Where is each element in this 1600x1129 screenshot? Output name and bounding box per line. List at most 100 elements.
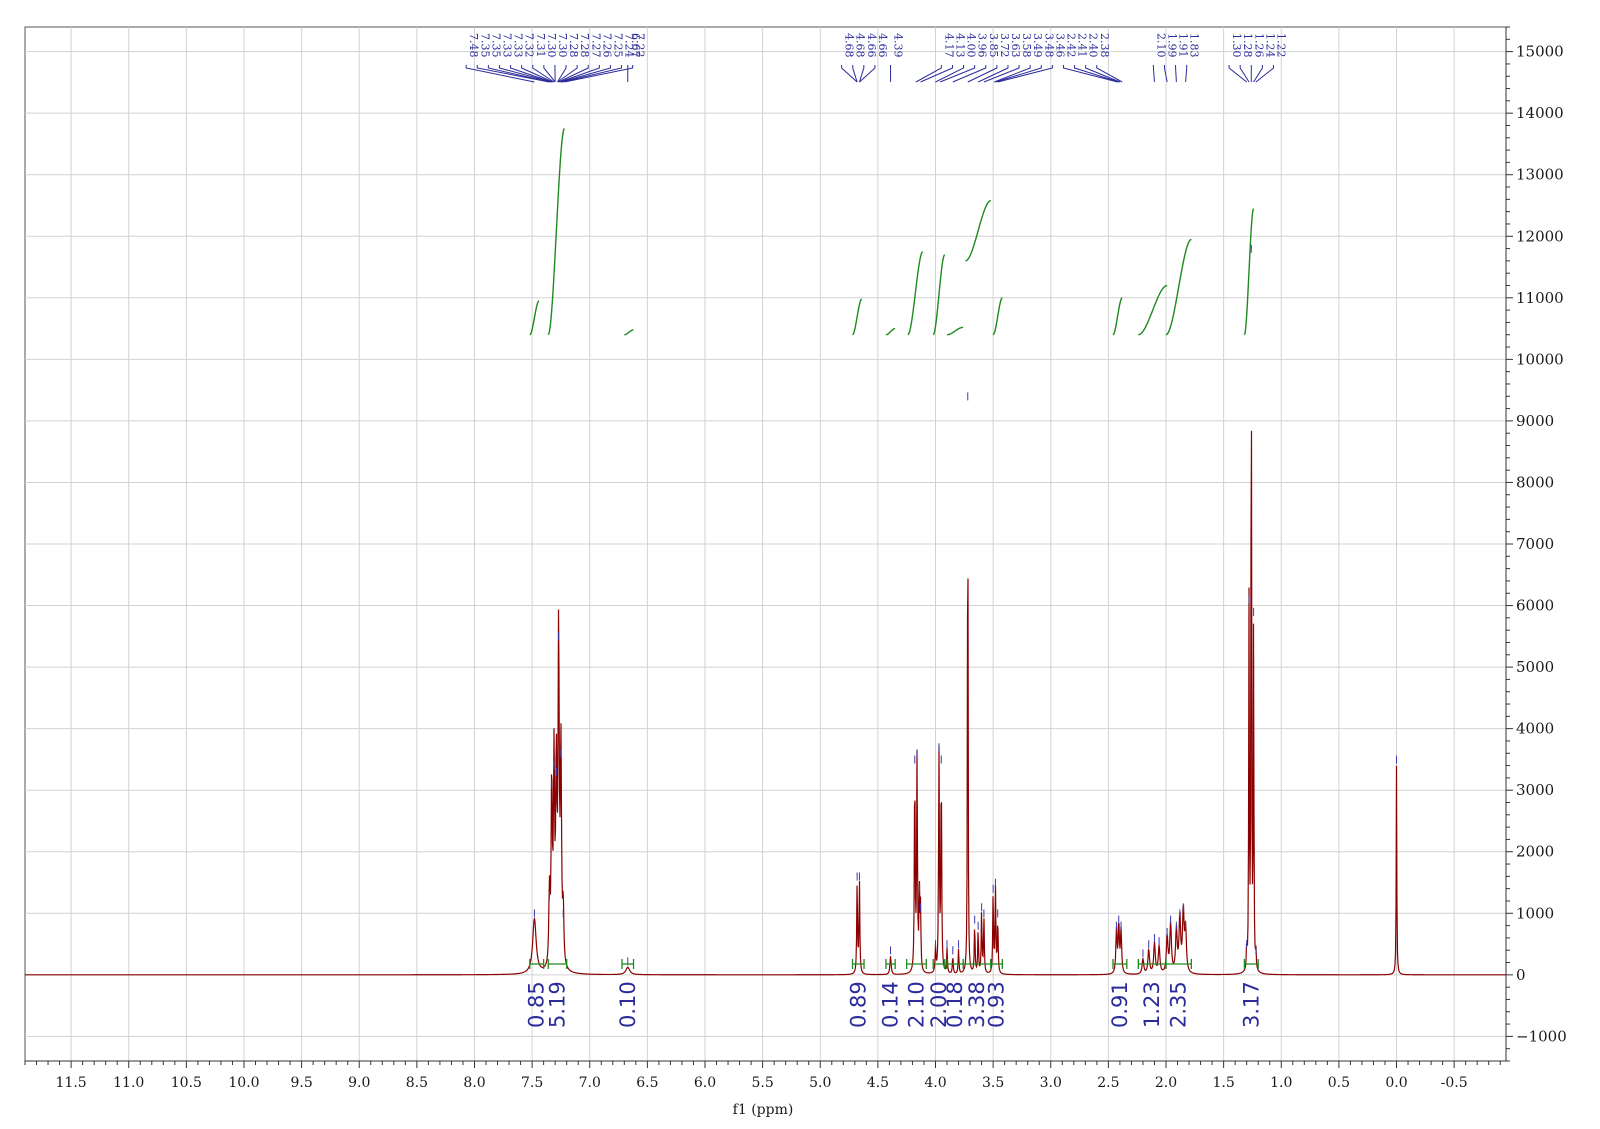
x-tick-label: 2.5 <box>1097 1075 1119 1091</box>
peak-leader-line <box>967 65 998 83</box>
y-tick-label: −1000 <box>1516 1027 1567 1045</box>
integral-curves <box>529 128 1255 336</box>
peak-leader-line <box>915 65 942 83</box>
integral-curve <box>852 298 863 336</box>
y-axis: −1000 0 1000 2000 3000 4000 5000 6000 7000 8000 90… <box>1505 26 1567 1062</box>
peak-leader-line <box>1163 65 1168 83</box>
peak-leader-line <box>935 65 965 83</box>
integral-curve <box>885 327 896 336</box>
peak-label: 3.48 <box>1042 33 1055 58</box>
integral-value: 1.23 <box>1140 981 1164 1028</box>
peak-label: 7.35 <box>478 33 491 58</box>
integral-curve <box>1112 297 1123 336</box>
peak-label: 4.00 <box>965 33 978 58</box>
peak-leader-line <box>1175 65 1177 83</box>
peak-leader-line <box>532 65 555 83</box>
x-axis-title: f1 (ppm) <box>733 1102 794 1118</box>
integral-curve <box>1243 208 1255 336</box>
peak-label: 1.24 <box>1263 33 1276 58</box>
peak-leader-line <box>465 65 535 83</box>
peak-leader-line <box>977 65 1009 83</box>
peak-leader-line <box>543 65 556 83</box>
x-tick-label: 3.5 <box>982 1075 1004 1091</box>
peak-label: 7.28 <box>567 33 580 58</box>
integral-curve <box>992 297 1003 336</box>
x-tick-label: 0.5 <box>1328 1075 1350 1091</box>
x-tick-label: 0.0 <box>1385 1075 1407 1091</box>
peak-leader-line <box>510 65 552 83</box>
peak-leader-line <box>487 65 550 83</box>
x-tick-label: 6.5 <box>636 1075 658 1091</box>
peak-label: 2.40 <box>1087 33 1100 58</box>
peak-leader-line <box>1228 65 1247 83</box>
peak-leader-line <box>994 65 1031 83</box>
x-tick-label: 7.5 <box>521 1075 543 1091</box>
x-tick-label: 11.5 <box>56 1075 87 1091</box>
peak-label: 7.35 <box>489 33 502 58</box>
peak-label: 3.72 <box>998 33 1011 58</box>
peak-leader-line <box>852 65 858 83</box>
peak-label: 1.28 <box>1241 33 1254 58</box>
peak-leader-line <box>476 65 550 83</box>
integral-value: 0.10 <box>616 981 640 1028</box>
peak-label: 7.30 <box>545 33 558 58</box>
y-tick-label: 13000 <box>1516 166 1564 184</box>
x-tick-label: 8.5 <box>406 1075 428 1091</box>
x-tick-label: 8.0 <box>463 1075 485 1091</box>
peak-label: 7.25 <box>611 33 624 58</box>
peak-label: 6.67 <box>629 33 642 58</box>
peak-leader-line <box>1152 65 1155 83</box>
x-tick-label: 5.0 <box>809 1075 831 1091</box>
x-tick-label: 1.0 <box>1270 1075 1292 1091</box>
integral-curve <box>624 329 634 336</box>
y-tick-label: 3000 <box>1516 781 1554 799</box>
peak-label: 7.26 <box>600 33 613 58</box>
peak-label: 3.85 <box>987 33 1000 58</box>
x-axis: 11.5 11.0 10.5 10.0 9.5 9.0 8.5 8.0 7.5 7.0 6.5 6.0… <box>24 1060 1506 1091</box>
integral-value: 2.10 <box>904 981 928 1028</box>
peak-label: 4.68 <box>843 33 856 58</box>
integral-curve <box>965 199 992 262</box>
x-tick-label: 10.0 <box>228 1075 259 1091</box>
integral-value: 0.93 <box>985 981 1009 1028</box>
y-tick-label: 2000 <box>1516 843 1554 861</box>
grid-lines <box>25 27 1506 1061</box>
x-tick-label: 5.5 <box>751 1075 773 1091</box>
peak-label: 7.27 <box>589 33 602 58</box>
peak-leader-line <box>995 65 1042 83</box>
peak-leader-line <box>952 65 987 83</box>
peak-label: 7.28 <box>578 33 591 58</box>
peak-leader-line <box>858 65 865 83</box>
peak-label: 4.17 <box>942 33 955 58</box>
peak-label: 1.99 <box>1165 33 1178 58</box>
x-tick-label: 2.0 <box>1155 1075 1177 1091</box>
peak-label: 3.96 <box>976 33 989 58</box>
peak-label: 1.26 <box>1252 33 1265 58</box>
peak-leader-line <box>1239 65 1250 83</box>
integral-value: 0.14 <box>879 981 903 1028</box>
y-tick-label: 4000 <box>1516 720 1554 738</box>
integral-curve <box>1165 238 1192 336</box>
peak-label: 3.49 <box>1031 33 1044 58</box>
integral-value: 2.35 <box>1167 981 1191 1028</box>
x-tick-label: 10.5 <box>171 1075 202 1091</box>
x-tick-label: 9.5 <box>290 1075 312 1091</box>
y-tick-label: 6000 <box>1516 597 1554 615</box>
peak-label: 2.41 <box>1076 33 1089 58</box>
peak-label: 2.38 <box>1098 33 1111 58</box>
x-tick-label: 4.5 <box>867 1075 889 1091</box>
peak-leader-line <box>841 65 858 83</box>
peak-leader-line <box>498 65 552 83</box>
peak-label: 4.39 <box>892 33 905 58</box>
y-tick-label: 15000 <box>1516 43 1564 61</box>
peak-leader-line <box>859 65 876 83</box>
peak-label: 4.13 <box>953 33 966 58</box>
peak-label: 4.66 <box>876 33 889 58</box>
peak-leader-line <box>1062 65 1118 83</box>
peak-label: 1.30 <box>1230 33 1243 58</box>
peak-label: 7.31 <box>534 33 547 58</box>
x-tick-label: 3.0 <box>1040 1075 1062 1091</box>
y-tick-label: 0 <box>1516 966 1526 984</box>
peak-label: 4.66 <box>865 33 878 58</box>
